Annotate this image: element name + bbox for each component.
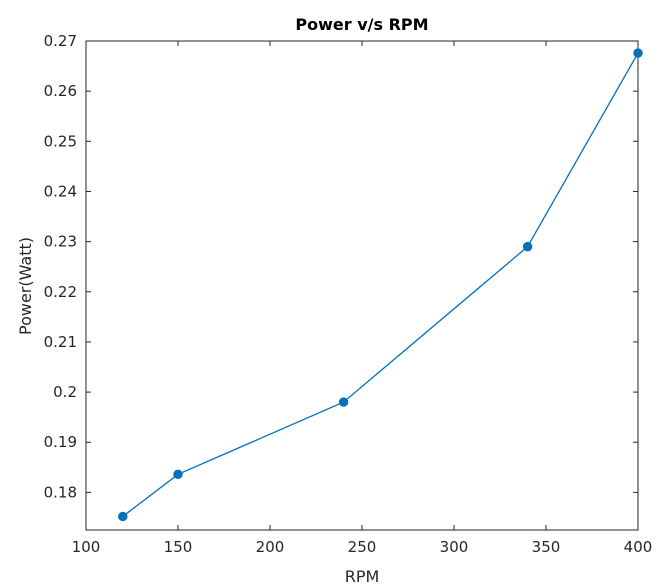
axes — [85, 40, 639, 531]
tick-labels: 100 150 200 250 300 350 400 0.18 0.19 0.2 0.21 0.22… — [44, 32, 653, 556]
y-tick-label: 0.26 — [44, 82, 77, 100]
data-point — [633, 48, 643, 58]
ticks — [85, 40, 639, 530]
y-tick-label: 0.23 — [44, 233, 77, 251]
y-tick-label: 0.18 — [44, 483, 77, 501]
x-tick-label: 300 — [440, 538, 469, 556]
y-tick-label: 0.22 — [44, 283, 77, 301]
series-group — [118, 48, 643, 522]
x-tick-label: 350 — [532, 538, 561, 556]
y-axis-label: Power(Watt) — [16, 237, 35, 335]
y-tick-label: 0.25 — [44, 132, 77, 150]
y-tick-label: 0.24 — [44, 182, 77, 200]
x-tick-label: 100 — [72, 538, 101, 556]
data-point — [118, 511, 128, 522]
y-tick-label: 0.2 — [53, 383, 77, 401]
x-axis-label: RPM — [345, 567, 380, 586]
data-point — [522, 241, 533, 252]
y-tick-label: 0.19 — [44, 433, 77, 451]
y-tick-label: 0.21 — [44, 333, 77, 351]
x-tick-label: 250 — [348, 538, 377, 556]
chart-title: Power v/s RPM — [295, 15, 428, 34]
data-point — [173, 469, 183, 480]
y-tick-label: 0.27 — [44, 32, 77, 50]
x-tick-label: 150 — [164, 538, 193, 556]
data-point — [338, 397, 349, 407]
series-line — [122, 52, 639, 517]
x-tick-label: 400 — [624, 538, 653, 556]
x-tick-label: 200 — [256, 538, 285, 556]
plot-area-box — [85, 40, 639, 531]
